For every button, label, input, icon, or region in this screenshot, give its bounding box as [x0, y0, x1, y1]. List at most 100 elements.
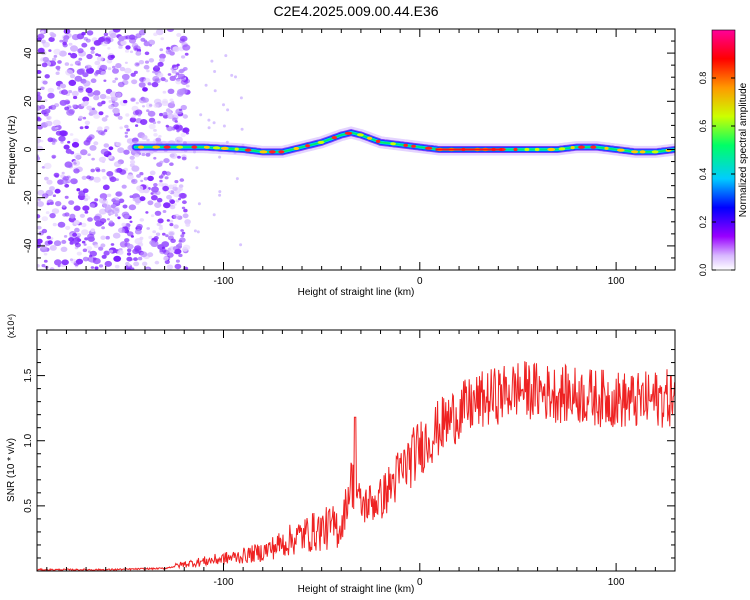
- noise-speckle: [170, 238, 176, 243]
- noise-speckle: [93, 244, 99, 249]
- noise-speckle: [103, 250, 110, 256]
- noise-speckle: [109, 220, 113, 224]
- noise-speckle: [166, 194, 172, 200]
- noise-speckle: [103, 129, 108, 133]
- noise-speckle: [153, 32, 158, 37]
- noise-speckle: [117, 81, 125, 88]
- noise-speckle: [37, 117, 42, 122]
- noise-speckle: [179, 87, 188, 95]
- noise-speckle: [169, 162, 174, 166]
- noise-speckle: [98, 197, 107, 204]
- noise-speckle: [141, 134, 148, 140]
- noise-speckle: [159, 160, 164, 164]
- noise-speckle: [133, 261, 140, 267]
- noise-speckle: [112, 80, 116, 83]
- noise-speckle: [147, 82, 152, 86]
- noise-speckle: [87, 236, 95, 242]
- noise-speckle: [145, 152, 151, 157]
- noise-speckle: [44, 176, 49, 181]
- noise-speckle: [169, 75, 177, 81]
- noise-speckle: [166, 171, 171, 176]
- noise-speckle: [139, 196, 146, 202]
- noise-speckle: [63, 35, 70, 41]
- noise-speckle: [42, 56, 49, 63]
- noise-speckle: [114, 264, 120, 269]
- noise-speckle: [111, 198, 116, 203]
- noise-speckle: [151, 238, 155, 241]
- noise-speckle: [138, 82, 146, 88]
- noise-speckle: [102, 175, 107, 180]
- noise-speckle: [46, 235, 51, 240]
- noise-speckle: [90, 46, 96, 51]
- noise-speckle: [90, 228, 96, 232]
- noise-speckle: [124, 238, 130, 243]
- noise-speckle: [69, 241, 74, 245]
- noise-speckle: [78, 115, 84, 120]
- noise-speckle: [153, 128, 157, 132]
- noise-speckle: [44, 74, 50, 79]
- colorbar-tick-label: 0.4: [698, 168, 708, 181]
- noise-speckle: [91, 107, 96, 111]
- noise-speckle: [165, 234, 169, 238]
- noise-speckle: [226, 108, 230, 112]
- noise-speckle: [106, 171, 114, 177]
- ridge-peak: [317, 140, 325, 144]
- noise-speckle: [174, 120, 178, 123]
- noise-speckle: [196, 230, 200, 234]
- noise-speckle: [41, 264, 46, 268]
- noise-speckle: [213, 70, 217, 73]
- noise-speckle: [163, 158, 170, 164]
- noise-speckle: [199, 113, 203, 117]
- noise-speckle: [129, 155, 135, 160]
- spectrogram-y-axis-label: Frequency (Hz): [7, 116, 18, 185]
- noise-speckle: [161, 246, 166, 250]
- noise-speckle: [121, 184, 127, 189]
- noise-speckle: [180, 229, 184, 232]
- noise-speckle: [114, 213, 119, 217]
- noise-speckle: [179, 193, 187, 199]
- noise-speckle: [178, 242, 183, 246]
- noise-speckle: [151, 186, 159, 193]
- noise-speckle: [122, 204, 128, 209]
- noise-speckle: [120, 40, 127, 46]
- noise-speckle: [117, 147, 125, 154]
- noise-speckle: [147, 252, 154, 258]
- noise-speckle: [102, 184, 110, 191]
- noise-speckle: [108, 104, 114, 110]
- noise-speckle: [38, 231, 44, 236]
- noise-speckle: [48, 49, 52, 52]
- noise-speckle: [159, 112, 164, 117]
- noise-speckle: [107, 47, 111, 50]
- noise-speckle: [84, 125, 89, 129]
- noise-speckle: [121, 222, 127, 227]
- noise-speckle: [70, 45, 78, 52]
- ridge-peak: [411, 144, 416, 148]
- page-title: C2E4.2025.009.00.44.E36: [273, 3, 438, 19]
- noise-speckle: [133, 45, 141, 52]
- noise-speckle: [53, 172, 60, 178]
- noise-speckle: [83, 140, 91, 146]
- noise-speckle: [93, 113, 100, 119]
- noise-speckle: [95, 168, 101, 173]
- noise-speckle: [145, 211, 149, 214]
- noise-speckle: [94, 60, 101, 66]
- snr-x-axis-label: Height of straight line (km): [298, 584, 415, 595]
- noise-speckle: [181, 156, 187, 161]
- noise-speckle: [98, 246, 104, 251]
- noise-speckle: [224, 54, 228, 58]
- noise-speckle: [143, 64, 150, 70]
- noise-speckle: [62, 175, 69, 181]
- noise-speckle: [86, 175, 91, 180]
- noise-speckle: [98, 111, 104, 116]
- noise-speckle: [213, 89, 217, 93]
- noise-speckle: [175, 199, 180, 203]
- noise-speckle: [89, 203, 96, 208]
- noise-speckle: [109, 176, 117, 183]
- noise-speckle: [173, 203, 177, 206]
- noise-speckle: [37, 201, 44, 207]
- noise-speckle: [239, 243, 243, 247]
- noise-speckle: [178, 68, 185, 74]
- ridge-peak: [558, 147, 566, 151]
- ridge-peak: [331, 136, 337, 140]
- noise-speckle: [49, 186, 55, 191]
